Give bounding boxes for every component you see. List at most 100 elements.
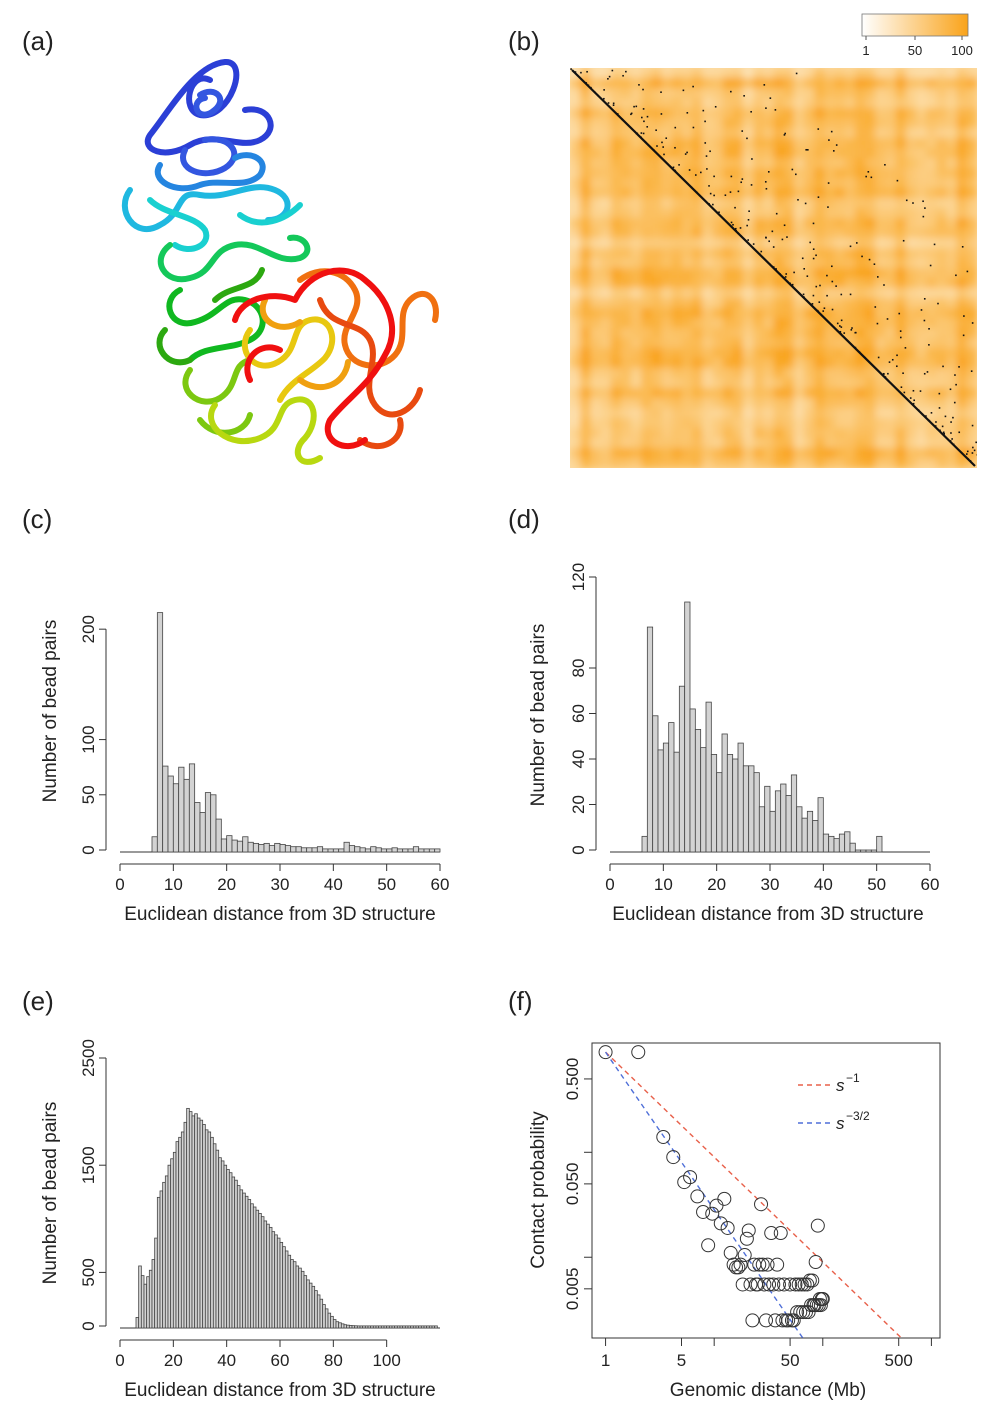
heatmap-cell	[661, 398, 673, 409]
heatmap-cell	[763, 448, 775, 459]
heatmap-cell	[580, 148, 591, 159]
heatmap-cell	[692, 88, 703, 99]
heatmap-cell	[620, 248, 632, 259]
histogram-bar	[204, 792, 212, 853]
heatmap-cell	[926, 398, 937, 409]
heatmap-cell	[844, 178, 856, 189]
contact-dot	[938, 407, 941, 409]
heatmap-cell	[824, 358, 836, 369]
heatmap-cell	[834, 288, 846, 299]
contact-dot	[607, 102, 610, 104]
contact-dot	[730, 225, 733, 228]
contact-dot	[812, 257, 815, 260]
heatmap-cell	[915, 248, 927, 259]
heatmap-cell	[936, 68, 948, 79]
heatmap-cell	[773, 378, 785, 389]
heatmap-cell	[773, 298, 785, 309]
heatmap-cell	[885, 318, 897, 329]
heatmap-cell	[631, 148, 642, 159]
heatmap-cell	[580, 258, 591, 269]
heatmap-cell	[814, 228, 825, 239]
heatmap-cell	[732, 388, 744, 399]
contact-dot	[633, 105, 635, 108]
contact-dot	[823, 307, 826, 310]
heatmap-cell	[661, 68, 673, 79]
histogram-d: Number of bead pairs Euclidean distance …	[528, 563, 939, 925]
heatmap-cell	[865, 148, 876, 159]
heatmap-cell	[875, 358, 887, 369]
contact-dot	[769, 97, 772, 99]
heatmap-cell	[793, 228, 805, 239]
heatmap-cell	[905, 98, 917, 109]
heatmap-cell	[804, 208, 815, 219]
y-tick-label: 1500	[79, 1146, 98, 1184]
contact-dot	[855, 242, 858, 244]
heatmap-cell	[905, 108, 917, 119]
contact-dot	[870, 176, 873, 179]
heatmap-cell	[692, 408, 703, 419]
contact-dot	[730, 221, 733, 224]
heatmap-cell	[834, 368, 846, 379]
heatmap-cell	[753, 188, 764, 199]
heatmap-cell	[905, 238, 917, 249]
heatmap-cell	[620, 328, 632, 339]
heatmap-cell	[742, 398, 754, 409]
heatmap-cell	[753, 348, 764, 359]
heatmap-cell	[702, 118, 714, 129]
heatmap-cell	[600, 378, 612, 389]
heatmap-cell	[600, 408, 612, 419]
heatmap-cell	[753, 368, 764, 379]
heatmap-cell	[692, 378, 703, 389]
heatmap-cell	[661, 138, 673, 149]
contact-dot	[977, 380, 979, 382]
heatmap-cell	[946, 408, 958, 419]
histogram-bar	[817, 797, 824, 853]
heatmap-cell	[631, 118, 642, 129]
heatmap-cell	[824, 338, 836, 349]
contact-dot	[949, 440, 952, 442]
heatmap-cell	[692, 148, 703, 159]
histogram-bar	[356, 1325, 361, 1329]
contact-dot	[873, 263, 876, 265]
heatmap-cell	[905, 138, 917, 149]
heatmap-cell	[824, 388, 836, 399]
heatmap-cell	[844, 348, 856, 359]
heatmap-cell	[915, 118, 927, 129]
heatmap-cell	[875, 218, 887, 229]
heatmap-cell	[844, 148, 856, 159]
heatmap-cell	[885, 398, 897, 409]
heatmap-cell	[651, 128, 663, 139]
heatmap-cell	[834, 118, 846, 129]
contact-dot	[708, 203, 710, 205]
heatmap-cell	[966, 78, 977, 89]
histogram-bar	[407, 848, 414, 853]
heatmap-cell	[854, 208, 866, 219]
heatmap-cell	[732, 278, 744, 289]
heatmap-cell	[681, 268, 693, 279]
heatmap-cell	[580, 298, 591, 309]
heatmap-cell	[936, 78, 948, 89]
heatmap-cell	[946, 88, 958, 99]
contact-dot	[812, 222, 815, 225]
heatmap-cell	[641, 318, 652, 329]
heatmap-cell	[702, 408, 714, 419]
heatmap-cell	[600, 428, 612, 439]
contact-dot	[977, 399, 979, 401]
heatmap-cell	[712, 68, 724, 79]
heatmap-cell	[661, 188, 673, 199]
heatmap-cell	[865, 118, 876, 129]
scatter-point	[723, 1245, 738, 1260]
heatmap-cell	[620, 128, 632, 139]
heatmap-cell	[854, 428, 866, 439]
histogram-bar	[769, 810, 776, 853]
heatmap-cell	[753, 208, 764, 219]
histogram-bar	[194, 802, 201, 853]
heatmap-cell	[600, 368, 612, 379]
heatmap-cell	[865, 158, 876, 169]
histogram-bar	[338, 1322, 342, 1329]
heatmap-cell	[661, 228, 673, 239]
heatmap-cell	[844, 318, 856, 329]
heatmap-cell	[946, 148, 958, 159]
heatmap-cell	[590, 288, 602, 299]
heatmap-cell	[844, 438, 856, 449]
